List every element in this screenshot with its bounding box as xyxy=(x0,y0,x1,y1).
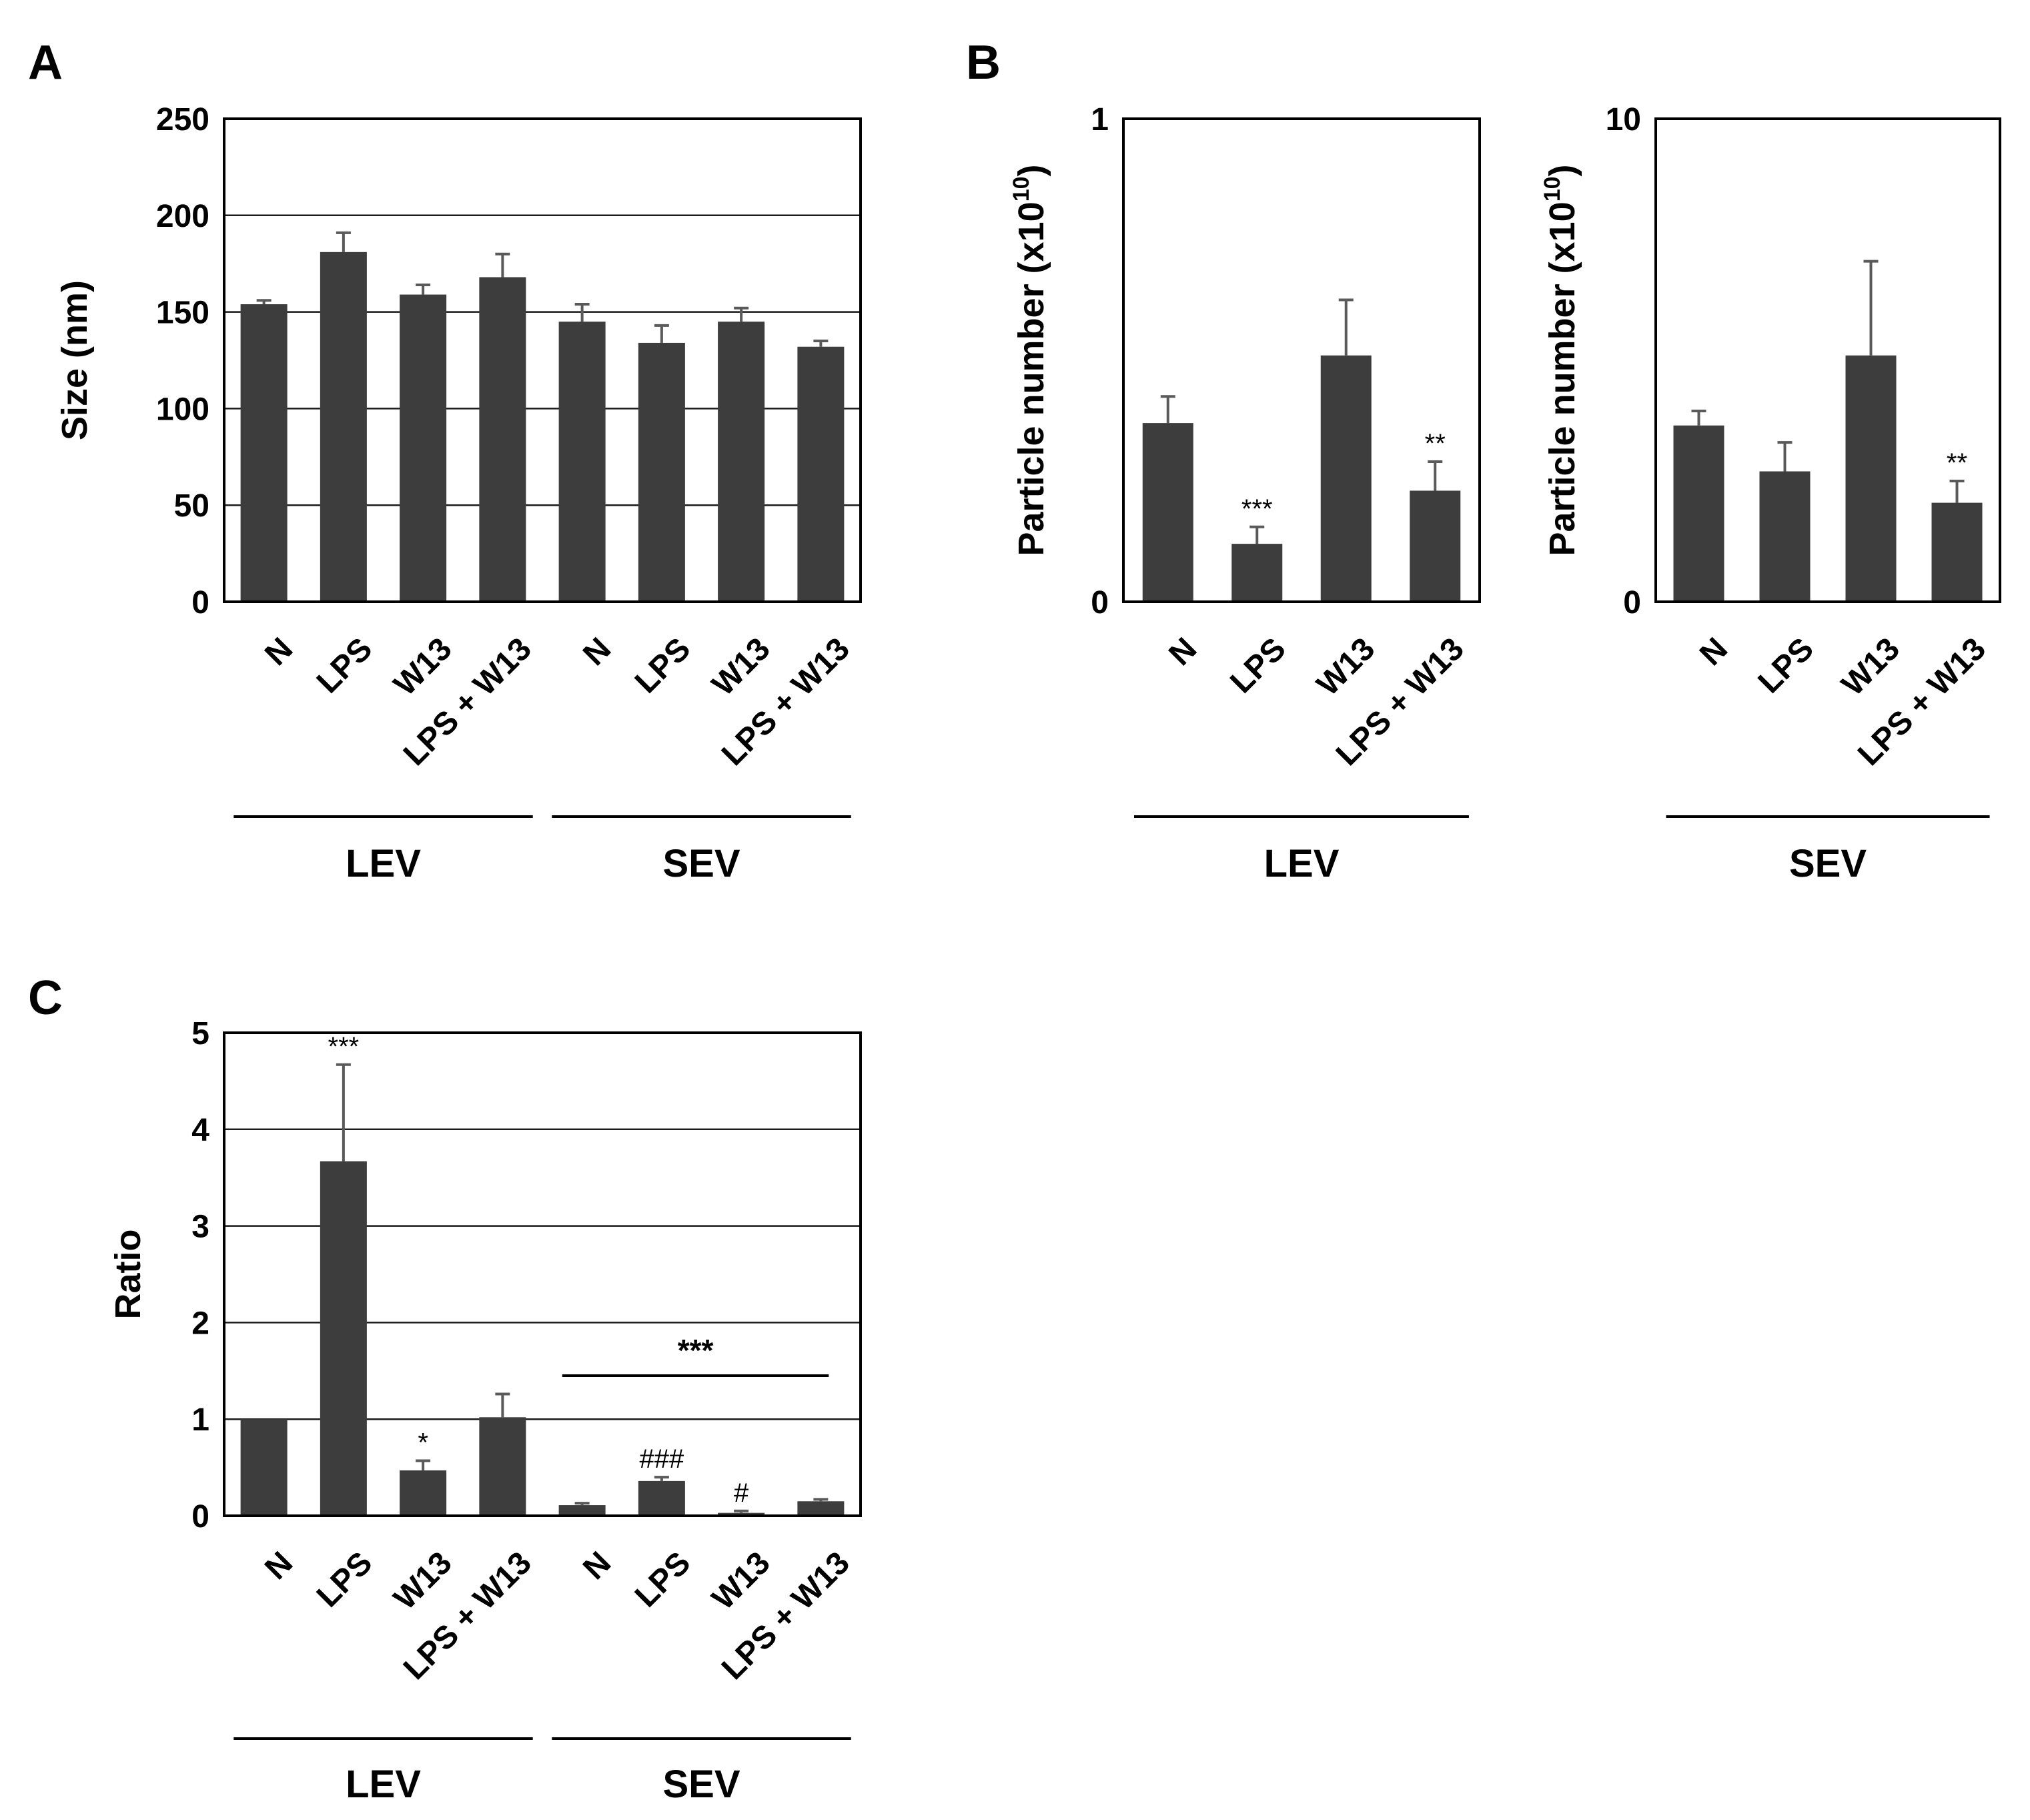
y-tick-label: 2 xyxy=(191,1306,209,1341)
group-label: SEV xyxy=(662,1763,740,1806)
group-label: LEV xyxy=(346,1763,421,1806)
y-tick-label: 4 xyxy=(191,1113,209,1148)
y-tick-label: 1 xyxy=(1091,102,1109,137)
category-label: LPS xyxy=(1223,631,1292,700)
bar xyxy=(320,1161,367,1516)
bar xyxy=(1320,355,1372,602)
y-axis-label-end: ) xyxy=(1542,164,1582,176)
group-label: LEV xyxy=(1264,842,1340,885)
bar xyxy=(558,1505,606,1516)
category-label: LPS xyxy=(310,1545,379,1614)
plot-frame xyxy=(223,1031,862,1517)
y-tick-label: 0 xyxy=(191,585,209,620)
category-label: W13 xyxy=(705,631,777,703)
y-axis-label-superscript: 10 xyxy=(1009,176,1034,201)
bar xyxy=(638,342,685,602)
category-label: LPS xyxy=(628,1545,697,1614)
bracket-significance-mark: *** xyxy=(678,1333,714,1368)
panel-letter-c: C xyxy=(28,971,63,1025)
y-axis-label-text: Particle number (x10 xyxy=(1542,201,1582,556)
category-label: W13 xyxy=(1310,631,1382,703)
y-axis-label: Particle number (x1010) xyxy=(1009,164,1051,556)
category-label: W13 xyxy=(387,631,458,703)
significance-mark: # xyxy=(734,1478,749,1508)
bar xyxy=(479,1417,526,1516)
y-axis-label-superscript: 10 xyxy=(1540,176,1565,201)
bar xyxy=(797,1501,845,1516)
bar xyxy=(400,1470,447,1516)
y-tick-label: 150 xyxy=(156,296,209,331)
category-label: N xyxy=(1162,631,1203,672)
bar xyxy=(240,1419,288,1516)
category-label: N xyxy=(576,631,618,672)
plot-frame xyxy=(1654,117,2001,603)
y-axis-label: Size (nm) xyxy=(55,280,95,440)
bar xyxy=(240,304,288,602)
y-tick-label: 50 xyxy=(174,488,209,524)
y-axis-label-text: Size (nm) xyxy=(55,280,95,440)
plot-frame xyxy=(1122,117,1481,603)
category-label: LPS xyxy=(628,631,697,700)
significance-mark: ### xyxy=(640,1444,684,1474)
group-label: SEV xyxy=(662,842,740,885)
bar xyxy=(1759,471,1811,602)
y-axis-label: Particle number (x1010) xyxy=(1540,164,1582,556)
y-tick-label: 100 xyxy=(156,392,209,427)
significance-mark: ** xyxy=(1425,429,1446,458)
significance-mark: *** xyxy=(328,1032,360,1061)
panel-letter-b: B xyxy=(966,36,1001,89)
bar xyxy=(1410,490,1461,602)
bar xyxy=(320,252,367,602)
bar xyxy=(1931,502,1983,602)
significance-mark: ** xyxy=(1947,448,1967,478)
category-label: LPS xyxy=(1752,631,1821,700)
y-tick-label: 1 xyxy=(191,1402,209,1438)
y-tick-label: 3 xyxy=(191,1210,209,1245)
bar xyxy=(1142,423,1193,602)
y-tick-label: 200 xyxy=(156,199,209,234)
significance-mark: * xyxy=(418,1428,428,1457)
category-label: W13 xyxy=(705,1545,777,1617)
panel-letter-a: A xyxy=(28,36,63,89)
bar xyxy=(400,294,447,602)
category-label: N xyxy=(258,1545,300,1586)
bar xyxy=(479,277,526,602)
bar xyxy=(718,1512,765,1516)
y-tick-label: 0 xyxy=(1091,585,1109,620)
y-tick-label: 250 xyxy=(156,102,209,137)
bar xyxy=(1673,425,1724,602)
y-axis-label-text: Particle number (x10 xyxy=(1011,201,1051,556)
y-axis-label-text: Ratio xyxy=(108,1230,148,1320)
y-tick-label: 5 xyxy=(191,1016,209,1051)
group-label: LEV xyxy=(346,842,421,885)
bar xyxy=(797,346,845,602)
y-axis-label: Ratio xyxy=(108,1230,148,1320)
y-tick-label: 10 xyxy=(1606,102,1641,137)
significance-mark: *** xyxy=(1241,494,1273,524)
plot-frame xyxy=(223,117,862,603)
y-tick-label: 0 xyxy=(1623,585,1641,620)
bar xyxy=(1231,544,1283,602)
category-label: W13 xyxy=(387,1545,458,1617)
group-label: SEV xyxy=(1789,842,1867,885)
y-tick-label: 0 xyxy=(191,1499,209,1534)
y-axis-label-end: ) xyxy=(1011,164,1051,176)
category-label: W13 xyxy=(1835,631,1907,703)
bar xyxy=(1845,355,1897,602)
category-label: N xyxy=(576,1545,618,1586)
category-label: N xyxy=(1693,631,1734,672)
bar xyxy=(718,322,765,602)
bar xyxy=(558,322,606,602)
category-label: LPS xyxy=(310,631,379,700)
bar xyxy=(638,1480,685,1516)
category-label: N xyxy=(258,631,300,672)
